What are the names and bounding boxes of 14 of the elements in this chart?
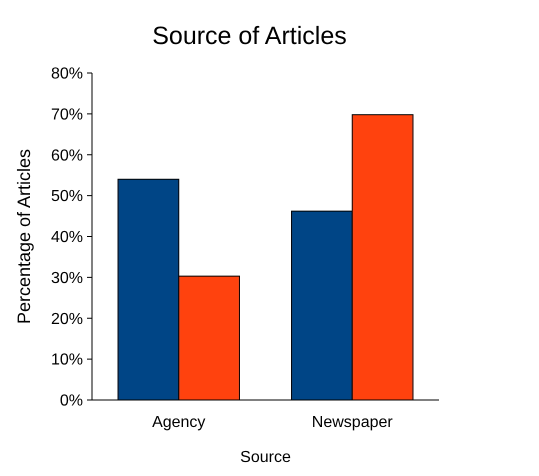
y-tick-label: 60% [50,147,83,164]
y-tick-label: 30% [50,270,83,287]
y-tick-label: 0% [60,392,83,410]
y-axis-title: Percentage of Articles [14,148,34,324]
y-tick-label: 50% [50,188,83,206]
x-tick-label: Agency [152,414,206,431]
y-tick-label: 20% [50,310,83,328]
y-tick-label: 80% [50,66,83,83]
chart-title: Source of Articles [152,22,347,50]
x-tick-label: Newspaper [312,414,394,431]
y-tick-label: 70% [50,106,83,124]
x-axis-title: Source [240,449,291,466]
y-tick-label: 40% [50,229,83,246]
y-tick-label: 10% [50,352,83,369]
